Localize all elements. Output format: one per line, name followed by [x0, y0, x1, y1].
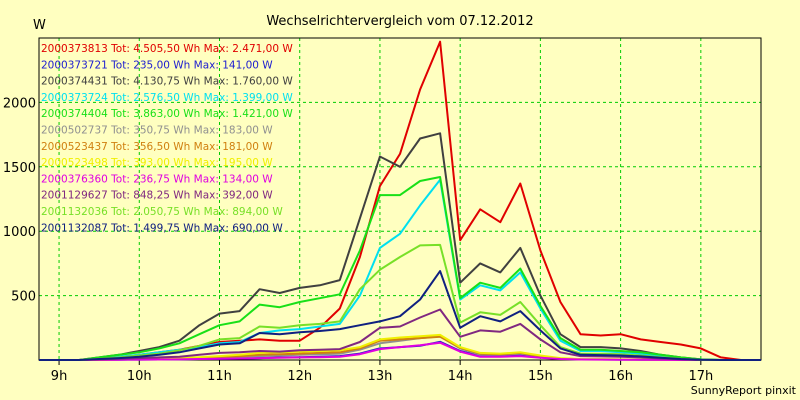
x-tick-label: 17h — [688, 369, 713, 384]
legend-entry: 2000502737 Tot: 350,75 Wh Max: 183,00 W — [41, 125, 273, 137]
series-line-5 — [39, 176, 761, 361]
legend-entry: 2000373813 Tot: 4.505,50 Wh Max: 2.471,0… — [41, 43, 293, 55]
legend-entry: 2001132087 Tot: 1.499,75 Wh Max: 690,00 … — [41, 222, 283, 234]
y-tick-label: 1500 — [3, 161, 36, 176]
x-tick-label: 10h — [127, 369, 152, 384]
y-tick-label: 500 — [11, 290, 36, 305]
y-axis-unit-label: W — [33, 18, 46, 33]
x-tick-label: 12h — [287, 369, 312, 384]
series-line-4 — [39, 178, 761, 361]
x-tick-label: 11h — [207, 369, 232, 384]
y-axis: 500 1000 1500 2000 — [3, 96, 36, 304]
legend-entry: 2000374404 Tot: 3.863,00 Wh Max: 1.421,0… — [41, 108, 293, 120]
legend: 2000373813 Tot: 4.505,50 Wh Max: 2.471,0… — [41, 43, 293, 234]
y-tick-label: 2000 — [3, 96, 36, 111]
plot-frame — [38, 37, 762, 361]
x-axis: 9h 10h 11h 12h 13h 14h 15h 16h 17h — [51, 360, 713, 384]
footer-credit: SunnyReport pinxit — [691, 384, 797, 397]
legend-entry: 2000373721 Tot: 235,00 Wh Max: 141,00 W — [41, 59, 273, 71]
x-tick-label: 13h — [368, 369, 393, 384]
legend-entry: 2000523498 Tot: 393,00 Wh Max: 195,00 W — [41, 157, 273, 169]
legend-entry: 2001129627 Tot: 848,25 Wh Max: 392,00 W — [41, 190, 273, 202]
legend-entry: 2000373724 Tot: 2.576,50 Wh Max: 1.399,0… — [41, 92, 293, 104]
x-tick-label: 15h — [528, 369, 553, 384]
chart-title: Wechselrichtervergleich vom 07.12.2012 — [266, 14, 533, 29]
legend-entry: 2000376360 Tot: 236,75 Wh Max: 134,00 W — [41, 173, 273, 185]
legend-entry: 2000523437 Tot: 356,50 Wh Max: 181,00 W — [41, 141, 273, 153]
y-tick-label: 1000 — [3, 225, 36, 240]
x-tick-label: 9h — [51, 369, 68, 384]
x-tick-label: 14h — [448, 369, 473, 384]
legend-entry: 2001132036 Tot: 2.050,75 Wh Max: 894,00 … — [41, 206, 283, 218]
series-line-3 — [39, 132, 761, 361]
series-line-9 — [39, 341, 761, 361]
x-tick-label: 16h — [608, 369, 633, 384]
series-line-12 — [39, 270, 761, 361]
series-lines — [39, 40, 761, 361]
legend-entry: 2000374431 Tot: 4.130,75 Wh Max: 1.760,0… — [41, 76, 293, 88]
